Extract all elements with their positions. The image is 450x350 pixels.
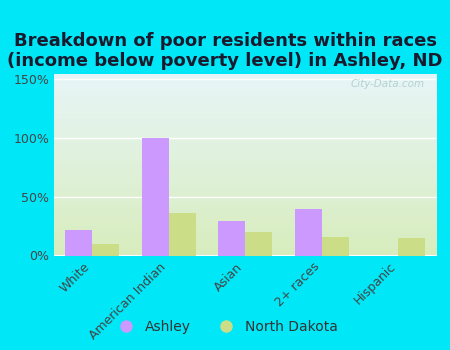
Bar [322, 237, 348, 256]
Bar [398, 238, 425, 256]
Bar [142, 138, 169, 256]
Bar [219, 222, 245, 256]
Text: City-Data.com: City-Data.com [351, 79, 425, 89]
Bar [245, 232, 272, 256]
Text: Breakdown of poor residents within races
(income below poverty level) in Ashley,: Breakdown of poor residents within races… [7, 32, 443, 70]
Bar [92, 244, 119, 256]
Bar [66, 230, 92, 256]
Bar [169, 213, 195, 256]
Bar [295, 209, 322, 256]
Legend: Ashley, North Dakota: Ashley, North Dakota [106, 314, 344, 340]
